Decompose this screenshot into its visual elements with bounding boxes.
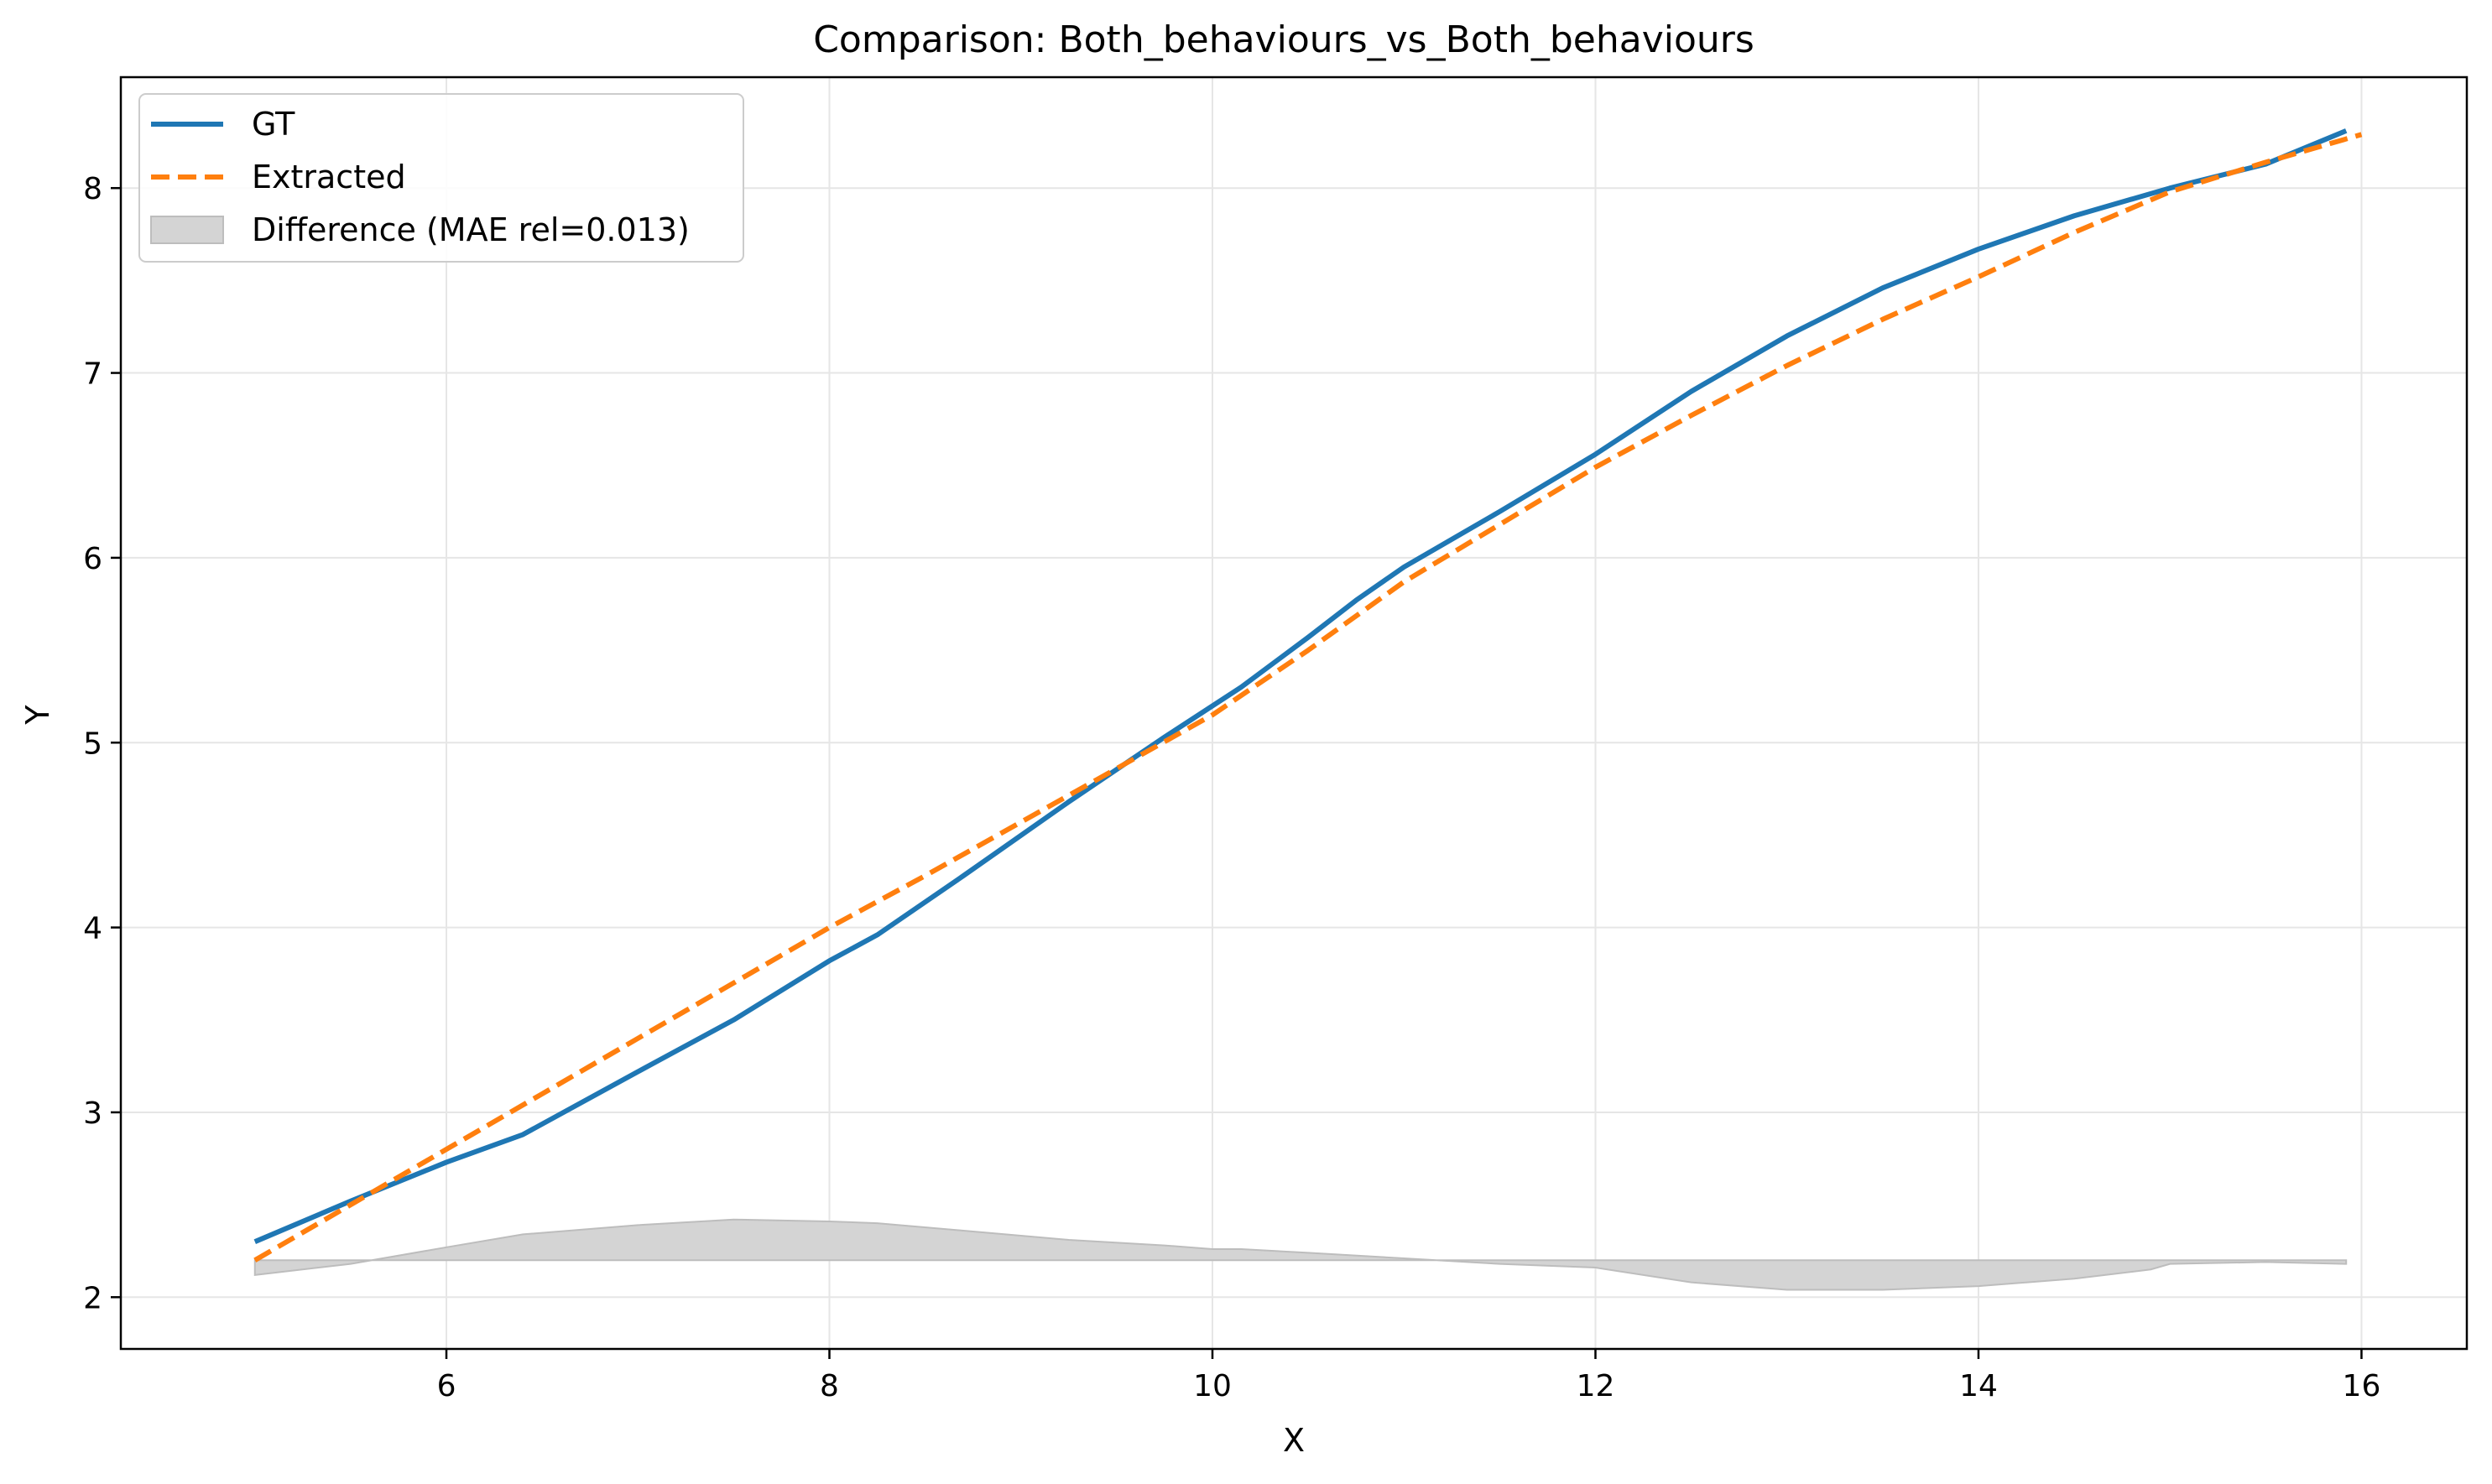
legend-label: Extracted — [252, 159, 406, 195]
legend: GT Extracted Difference (MAE rel=0.013) — [138, 93, 744, 263]
y-tick-label: 4 — [83, 912, 102, 946]
y-tick-label: 3 — [83, 1096, 102, 1131]
plot-frame — [119, 76, 2469, 1351]
y-tick-label: 2 — [83, 1281, 102, 1315]
x-tick-label: 10 — [1193, 1369, 1232, 1403]
y-axis-label: Y — [19, 705, 56, 726]
axis-ticks: 6 8 10 12 14 16 2 3 4 5 6 7 8 — [83, 172, 2380, 1403]
series-line-extracted — [253, 132, 2363, 1263]
x-tick-label: 14 — [1959, 1369, 1998, 1403]
x-tick-label: 8 — [820, 1369, 839, 1403]
x-tick-label: 6 — [437, 1369, 456, 1403]
y-tick-label: 8 — [83, 172, 102, 206]
series-line-gt — [253, 128, 2348, 1244]
y-tick-label: 5 — [83, 726, 102, 761]
legend-swatch — [150, 216, 224, 244]
legend-label: Difference (MAE rel=0.013) — [252, 211, 690, 248]
difference-band-layer — [253, 1218, 2348, 1291]
x-tick-label: 16 — [2343, 1369, 2381, 1403]
x-axis-label: X — [1283, 1422, 1305, 1459]
y-tick-label: 6 — [83, 542, 102, 576]
legend-box — [138, 93, 744, 263]
series-layer — [253, 128, 2363, 1263]
difference-band — [253, 1218, 2348, 1291]
legend-label: GT — [252, 106, 295, 143]
y-tick-label: 7 — [83, 357, 102, 392]
chart-title: Comparison: Both_behaviours_vs_Both_beha… — [813, 18, 1754, 61]
x-tick-label: 12 — [1577, 1369, 1615, 1403]
